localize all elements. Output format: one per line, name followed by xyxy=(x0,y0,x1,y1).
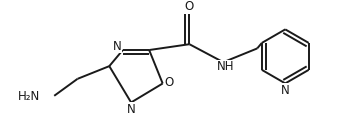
Text: O: O xyxy=(165,76,174,89)
Text: O: O xyxy=(185,0,194,13)
Text: N: N xyxy=(113,40,121,53)
Text: H₂N: H₂N xyxy=(18,90,41,103)
Text: N: N xyxy=(127,103,136,116)
Text: NH: NH xyxy=(216,60,234,73)
Text: N: N xyxy=(281,84,290,97)
